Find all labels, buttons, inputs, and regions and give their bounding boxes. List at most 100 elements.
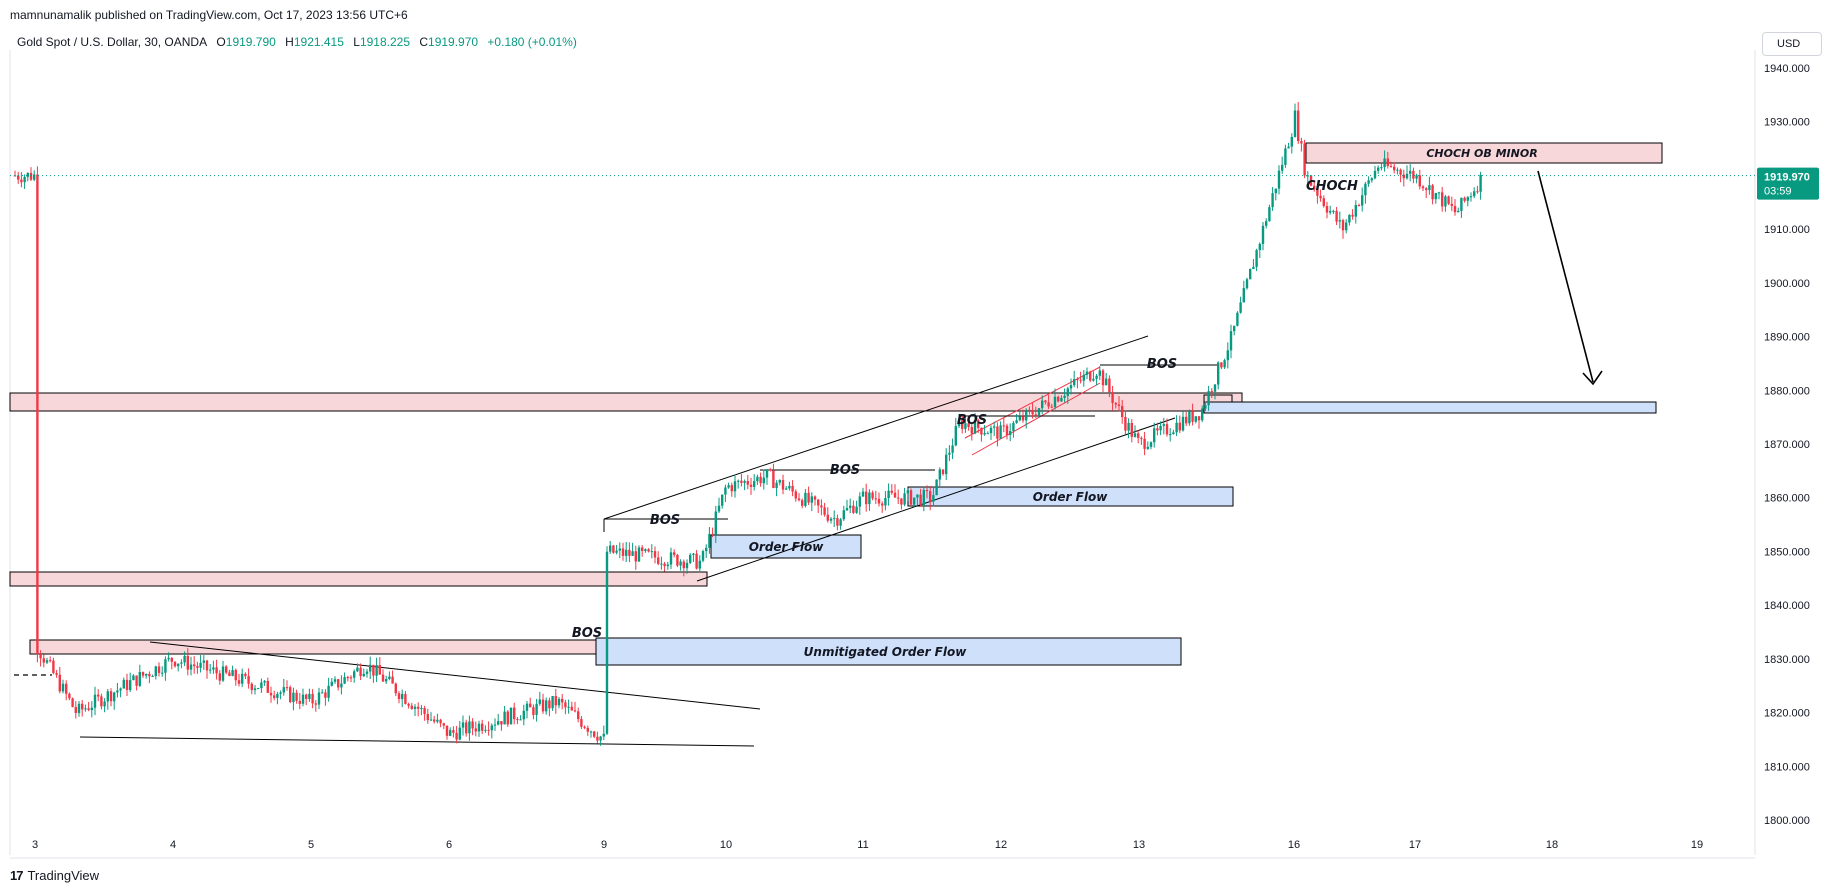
candle-body (941, 469, 945, 475)
candle-body (436, 719, 439, 722)
candle-body (1226, 350, 1229, 361)
candle-body (84, 708, 87, 710)
candle-body (113, 692, 116, 702)
candle-body (769, 469, 772, 471)
candle-body (1300, 141, 1303, 144)
candle-body (353, 671, 356, 678)
candle-body (311, 693, 314, 704)
candle-body (698, 560, 701, 569)
candle-body (1303, 143, 1306, 176)
candle-body (116, 690, 119, 693)
candle-body (148, 673, 151, 677)
candle-body (676, 554, 679, 566)
candle-body (465, 722, 468, 734)
candle-body (1297, 110, 1300, 142)
candle-body (1041, 400, 1044, 409)
candle-body (1354, 204, 1357, 217)
candle-body (1037, 408, 1041, 416)
candle-body (525, 703, 529, 711)
candle-body (673, 552, 676, 555)
candle-body (1149, 442, 1153, 447)
candle-body (68, 693, 71, 699)
candle-body (1188, 411, 1191, 424)
candle-body (596, 736, 599, 741)
candle-body (36, 174, 39, 655)
candle-body (1012, 422, 1015, 431)
projection-arrow-line (1537, 170, 1594, 383)
candle-body (967, 423, 970, 428)
time-tick-label: 10 (720, 839, 732, 851)
brand-name: TradingView (27, 868, 100, 883)
candle-body (989, 427, 993, 434)
candle-body (269, 692, 273, 696)
price-tick-label: 1820.000 (1764, 708, 1810, 720)
candle-body (893, 492, 897, 498)
candle-body (42, 658, 45, 663)
candle-body (74, 706, 77, 713)
candle-body (1207, 391, 1210, 406)
tradingview-logo[interactable]: 17 TradingView (10, 868, 99, 883)
candle-body (845, 507, 849, 511)
candle-body (1015, 420, 1018, 423)
candle-body (225, 666, 228, 673)
price-tick-label: 1930.000 (1764, 117, 1810, 129)
candles-layer (13, 102, 1482, 746)
low-label: L (353, 35, 360, 49)
candle-body (746, 481, 749, 485)
candle-body (855, 506, 858, 513)
candle-body (1425, 188, 1428, 191)
bos-label-10: BOS (830, 463, 860, 478)
candle-body (1111, 392, 1114, 403)
candle-body (1143, 438, 1146, 449)
candle-body (1383, 158, 1386, 168)
currency-button[interactable]: USD (1762, 32, 1822, 56)
candle-body (961, 420, 964, 429)
candle-body (180, 662, 183, 664)
last-price-marker: 1919.970 03:59 (10, 167, 1819, 200)
candle-body (900, 498, 903, 505)
candle-body (1245, 279, 1249, 289)
candle-body (794, 491, 797, 499)
candle-body (244, 673, 247, 677)
candle-body (23, 176, 26, 183)
candle-body (957, 420, 961, 427)
candle-body (65, 683, 68, 694)
candle-body (1281, 164, 1284, 171)
candle-body (247, 676, 250, 684)
candle-body (1284, 148, 1287, 165)
candle-body (481, 723, 484, 731)
candle-body (609, 545, 612, 552)
candle-body (375, 665, 378, 676)
candle-body (1396, 169, 1399, 171)
candle-body (564, 702, 567, 708)
candle-body (647, 549, 650, 552)
price-tick-label: 1890.000 (1764, 332, 1810, 344)
candle-body (945, 454, 948, 475)
candle-body (1223, 360, 1226, 368)
candle-body (173, 661, 177, 667)
candle-body (708, 533, 711, 548)
candle-body (20, 179, 23, 183)
candle-body (295, 692, 298, 701)
candle-body (164, 659, 167, 673)
candle-body (381, 674, 385, 682)
bos-label-13: BOS (1147, 357, 1177, 372)
candle-body (554, 696, 557, 706)
time-axis[interactable]: 3 4 5 6 9 10 11 12 13 16 17 18 19 (32, 839, 1703, 851)
candle-body (52, 660, 55, 674)
candle-body (913, 497, 916, 505)
candle-body (1252, 266, 1255, 269)
candle-body (1319, 195, 1322, 199)
candle-body (692, 553, 695, 555)
candle-body (919, 494, 922, 506)
candle-body (487, 729, 490, 731)
candle-body (1447, 196, 1450, 204)
candle-body (129, 680, 132, 691)
candle-body (1357, 204, 1361, 206)
candle-body (503, 711, 506, 725)
candle-body (1121, 406, 1124, 417)
candle-body (1133, 433, 1137, 437)
open-value: 1919.790 (225, 35, 276, 49)
time-tick-label: 19 (1691, 839, 1703, 851)
